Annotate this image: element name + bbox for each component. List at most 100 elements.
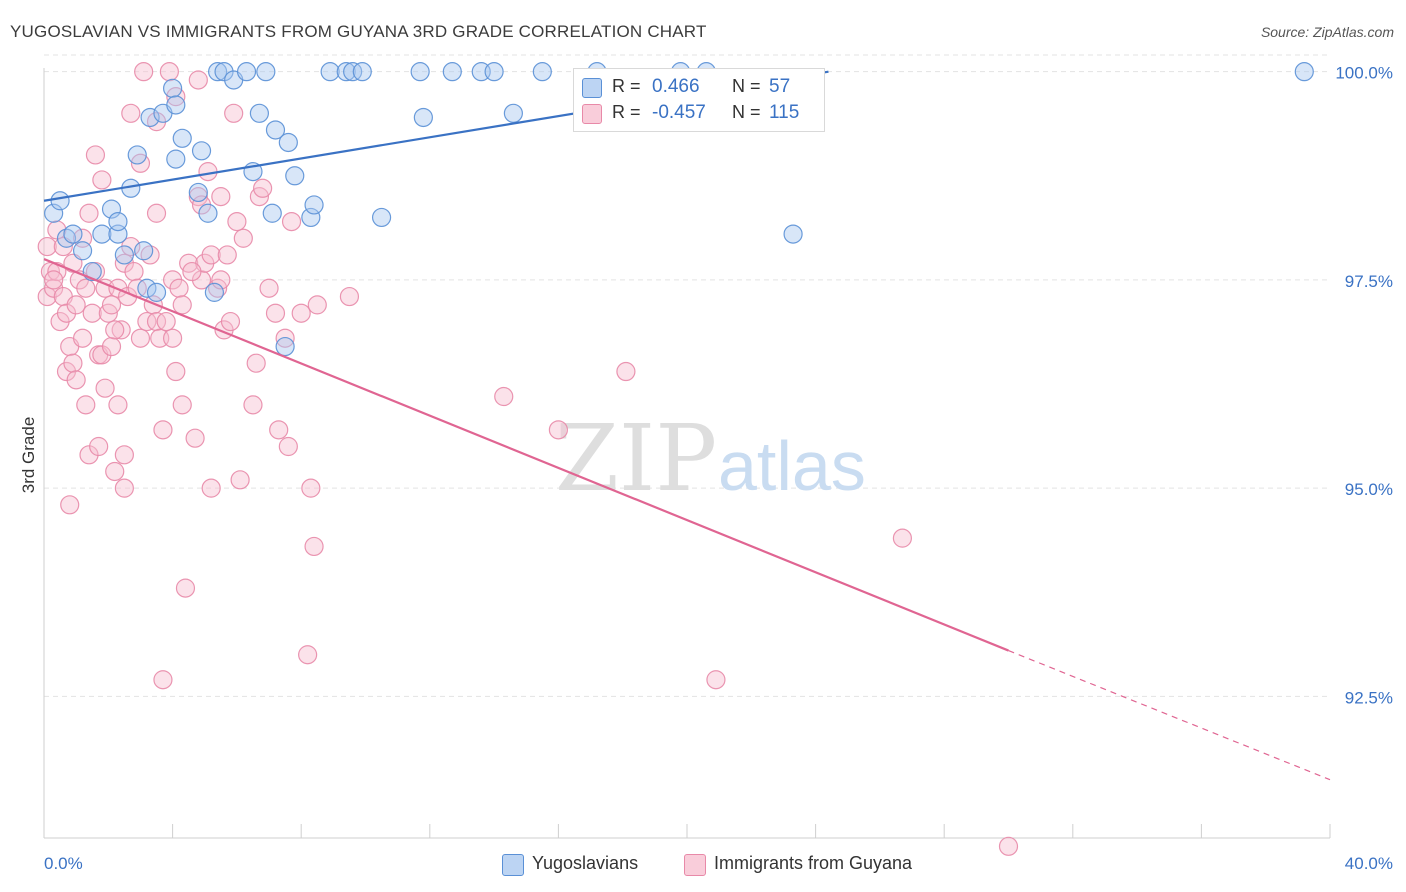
point-yugoslavian [236,62,257,82]
point-yugoslavian [410,62,430,82]
point-yugoslavian [166,149,186,169]
point-guyana [76,278,96,298]
point-yugoslavian [343,62,363,82]
point-guyana [211,187,231,207]
point-guyana [191,270,212,290]
point-guyana [156,311,176,332]
point-guyana [66,370,86,390]
series-yugoslavians-points [44,62,1314,357]
point-guyana [298,645,318,665]
point-guyana [56,303,77,323]
point-guyana [92,345,112,365]
point-guyana [892,528,913,548]
point-yugoslavian [166,95,186,115]
point-guyana [37,236,57,257]
watermark-atlas: atlas [718,427,866,505]
legend-r-label: R = [612,102,641,122]
point-guyana [233,228,253,248]
point-yugoslavian [371,207,392,228]
point-yugoslavian [413,107,433,128]
stats-legend-row-guyana: R = -0.457 N = 115 [574,101,824,125]
point-yugoslavian [134,241,154,261]
point-guyana [101,336,122,357]
point-guyana [134,62,154,82]
point-yugoslavian [532,62,552,82]
point-guyana [275,328,295,348]
point-guyana [220,311,241,332]
point-guyana [172,295,192,315]
point-yugoslavian [191,141,212,161]
point-yugoslavian [44,203,64,223]
point-guyana [108,395,128,415]
point-yugoslavian [208,62,228,82]
point-yugoslavian [249,103,270,123]
point-guyana [307,295,327,315]
point-yugoslavian [275,336,295,357]
point-yugoslavian [204,282,224,302]
watermark: ZIP atlas [555,405,866,512]
point-guyana [60,495,80,515]
point-guyana [159,62,179,82]
point-guyana [121,103,141,123]
point-guyana [101,295,122,315]
point-yugoslavian [1294,62,1314,82]
axes [43,68,1331,839]
point-yugoslavian [442,62,462,82]
point-guyana [339,286,360,307]
point-yugoslavian [503,103,523,123]
point-yugoslavian [127,145,147,165]
point-guyana [304,536,324,557]
point-guyana [137,311,157,332]
point-yugoslavian [304,195,324,215]
point-guyana [188,70,208,90]
point-guyana [124,261,144,282]
chart-source: Source: ZipAtlas.com [1260,24,1394,40]
series-legend: Yugoslavians Immigrants from Guyana [0,851,1406,877]
legend-r-label: R = [612,76,641,96]
point-guyana [130,328,151,348]
legend-swatch-pink [684,854,706,876]
point-yugoslavian [108,211,128,232]
point-guyana [166,361,186,382]
point-guyana [185,428,205,448]
point-guyana [85,145,106,165]
point-guyana [169,278,189,298]
point-yugoslavian [140,107,160,128]
point-guyana [82,303,102,323]
point-guyana [246,353,266,373]
point-guyana [211,270,231,290]
legend-r-value: 0.466 [652,76,700,97]
point-yugoslavian [50,191,70,211]
point-guyana [143,295,163,315]
point-guyana [44,278,64,298]
point-yugoslavian [352,62,372,82]
legend-swatch-blue [502,854,524,876]
legend-label-yugoslavians: Yugoslavians [532,853,639,873]
point-yugoslavian [101,199,122,219]
point-guyana [198,162,218,182]
point-yugoslavian [137,278,157,298]
point-yugoslavian [320,62,340,82]
y-tick-label: 97.5% [1345,272,1393,291]
point-guyana [269,420,289,440]
x-tick-label: 0.0% [44,854,83,873]
point-guyana [175,578,196,598]
point-guyana [79,203,99,223]
watermark-zip: ZIP [555,405,717,512]
point-guyana [172,395,192,415]
trend-line-guyana [43,258,1009,652]
point-yugoslavian [172,128,192,148]
point-guyana [281,211,302,232]
point-yugoslavian [163,78,183,98]
legend-swatch-blue [582,78,602,98]
point-guyana [89,436,109,457]
point-yugoslavian [63,224,83,244]
point-guyana [47,220,67,240]
point-yugoslavian [256,62,276,82]
point-yugoslavian [484,62,504,82]
point-guyana [227,211,247,232]
point-guyana [217,245,237,265]
point-guyana [201,245,221,265]
y-axis-label: 3rd Grade [19,417,38,494]
point-yugoslavian [188,182,208,203]
